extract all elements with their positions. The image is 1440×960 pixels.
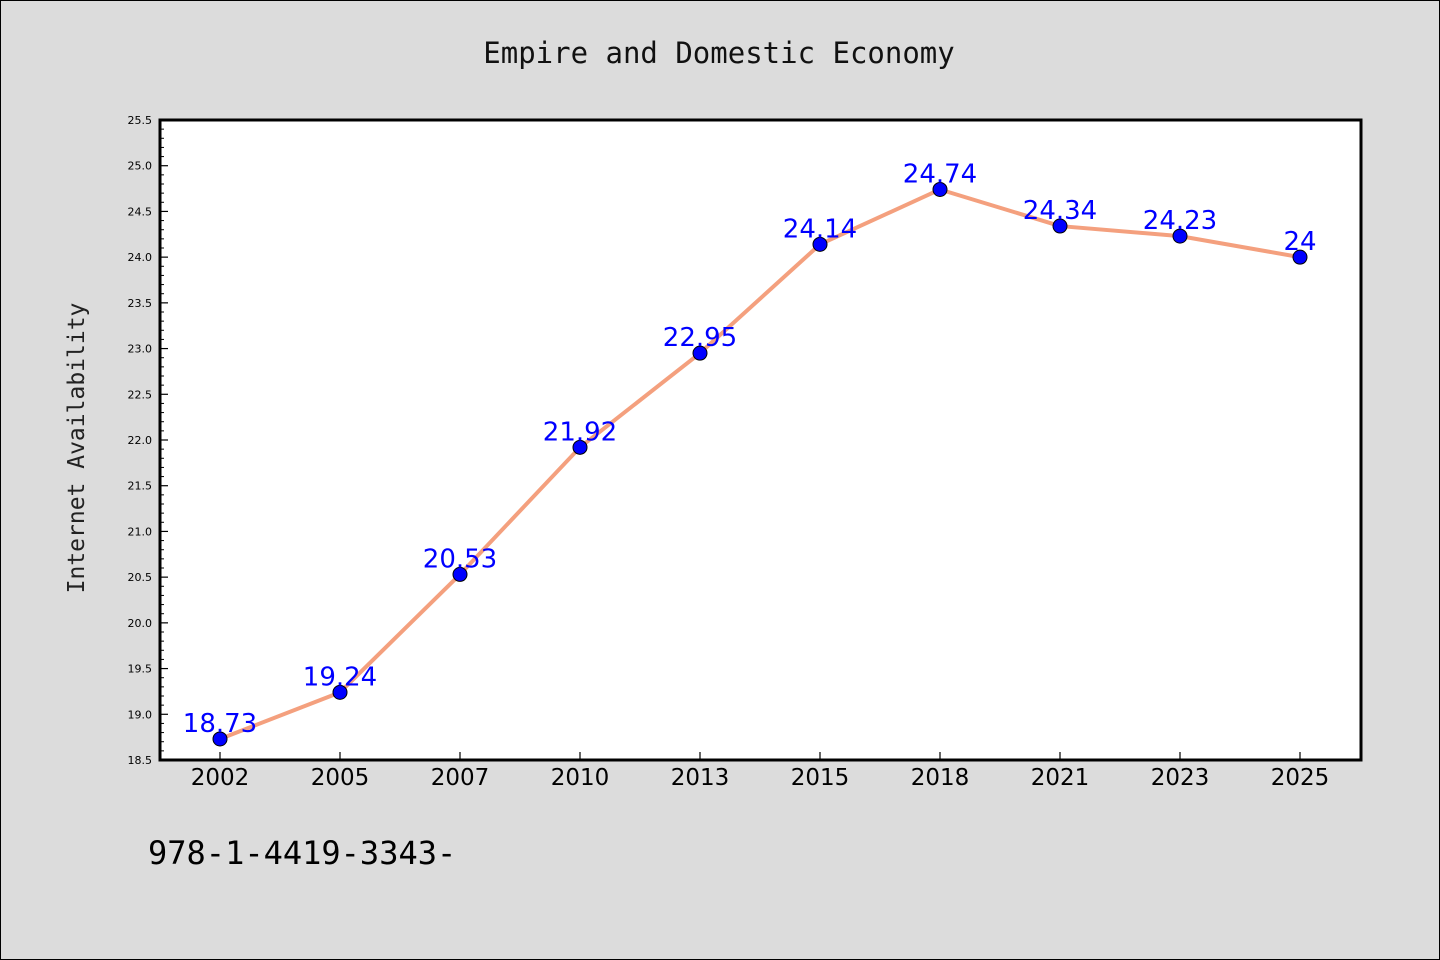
y-tick-label: 21.0 [128, 525, 153, 538]
y-tick-label: 22.5 [128, 388, 153, 401]
y-tick-label: 20.5 [128, 571, 153, 584]
plot-area [158, 118, 1363, 762]
x-tick-label: 2015 [791, 765, 850, 791]
data-point [572, 439, 588, 455]
series-line [218, 187, 1302, 741]
series-layer: 18.73 19.24 20.53 21.92 22.95 24.14 24.74 24.34… [183, 159, 1317, 747]
data-point [932, 181, 948, 197]
data-label: 24.74 [903, 159, 977, 189]
y-tick-label: 25.5 [128, 114, 153, 127]
data-label: 21.92 [543, 417, 617, 447]
y-tick-label: 25.0 [128, 160, 153, 173]
data-label: 20.53 [423, 544, 497, 574]
data-label: 24.14 [783, 214, 857, 244]
data-point [452, 566, 468, 582]
data-point [1172, 228, 1188, 244]
x-tick-label: 2025 [1271, 765, 1330, 791]
y-tick-label: 22.0 [128, 434, 153, 447]
y-axis-label: Internet Availability [64, 303, 90, 594]
data-point [692, 345, 708, 361]
data-point [1052, 218, 1068, 234]
x-tick-label: 2010 [551, 765, 610, 791]
data-point [812, 236, 828, 252]
y-tick-label: 19.0 [128, 708, 153, 721]
y-tick-label: 23.5 [128, 297, 153, 310]
data-point [212, 731, 228, 747]
data-label: 18.73 [183, 709, 257, 739]
data-point [332, 684, 348, 700]
y-tick-label: 18.5 [128, 754, 153, 767]
x-tick-label: 2018 [911, 765, 970, 791]
x-axis: 2002 2005 2007 2010 2013 2015 2018 2021 2023 2025 [191, 752, 1330, 791]
data-point [1292, 249, 1308, 265]
x-tick-label: 2023 [1151, 765, 1210, 791]
y-axis: 18.5 19.0 19.5 20.0 20.5 21.0 21.5 22.0 22.5 23.0… [128, 114, 168, 767]
x-tick-label: 2002 [191, 765, 250, 791]
x-tick-label: 2021 [1031, 765, 1090, 791]
x-tick-label: 2013 [671, 765, 730, 791]
data-label: 24.34 [1023, 196, 1097, 226]
chart-title: Empire and Domestic Economy [483, 36, 954, 70]
data-label: 19.24 [303, 662, 377, 692]
y-tick-label: 19.5 [128, 663, 153, 676]
footer-isbn: 978-1-4419-3343- [148, 834, 456, 872]
y-tick-label: 21.5 [128, 480, 153, 493]
data-label: 24.23 [1143, 206, 1217, 236]
y-tick-label: 24.5 [128, 205, 153, 218]
y-tick-label: 24.0 [128, 251, 153, 264]
x-tick-label: 2007 [431, 765, 490, 791]
y-tick-label: 20.0 [128, 617, 153, 630]
data-label: 24 [1283, 227, 1316, 257]
data-label: 22.95 [663, 323, 737, 353]
y-tick-label: 23.0 [128, 343, 153, 356]
x-tick-label: 2005 [311, 765, 370, 791]
